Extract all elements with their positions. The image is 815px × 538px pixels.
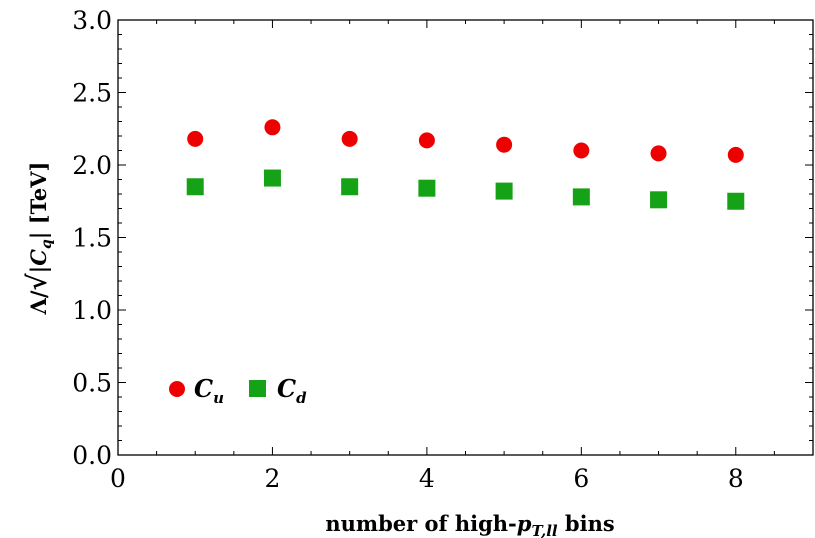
point-cd	[186, 178, 204, 196]
point-cd	[263, 169, 281, 187]
point-cu	[573, 142, 590, 159]
point-cd	[650, 191, 668, 209]
x-axis-title: number of high-pT,ll bins	[325, 511, 614, 538]
point-cu	[264, 119, 281, 136]
point-cu	[650, 145, 667, 162]
x-tick-label: 4	[419, 464, 435, 493]
legend-label-cd: Cd	[277, 374, 307, 407]
y-tick-label: 0.0	[72, 441, 112, 470]
x-tick-label: 2	[264, 464, 280, 493]
legend-marker-cu	[169, 381, 185, 397]
point-cd	[341, 178, 359, 196]
point-cu	[496, 136, 513, 153]
x-axis-ticks: 0 2 4 6 8	[110, 20, 814, 493]
y-tick-label: 1.5	[72, 224, 112, 253]
point-cu	[418, 132, 435, 149]
y-tick-label: 3.0	[72, 6, 112, 35]
point-cd	[572, 188, 590, 206]
x-tick-label: 0	[110, 464, 126, 493]
point-cu	[727, 146, 744, 163]
point-cu	[187, 130, 204, 147]
legend-marker-cd	[249, 380, 266, 397]
y-axis-title: Λ/√|Cq| [TeV]	[23, 162, 55, 316]
point-cd	[418, 179, 436, 197]
legend-label-cu: Cu	[194, 374, 224, 407]
y-axis-ticks: 0.0 0.5 1.0 1.5 2.0 2.5 3.0	[72, 6, 813, 470]
x-tick-label: 8	[728, 464, 744, 493]
svg-text:Λ/√|Cq| [TeV]: Λ/√|Cq| [TeV]	[23, 162, 55, 316]
y-tick-label: 0.5	[72, 369, 112, 398]
x-tick-label: 6	[573, 464, 589, 493]
point-cd	[727, 192, 745, 210]
legend: Cu Cd	[169, 374, 307, 407]
point-cu	[341, 130, 358, 147]
data-points	[186, 119, 745, 210]
y-tick-label: 1.0	[72, 296, 112, 325]
y-tick-label: 2.0	[72, 151, 112, 180]
point-cd	[495, 182, 513, 200]
y-tick-label: 2.5	[72, 79, 112, 108]
